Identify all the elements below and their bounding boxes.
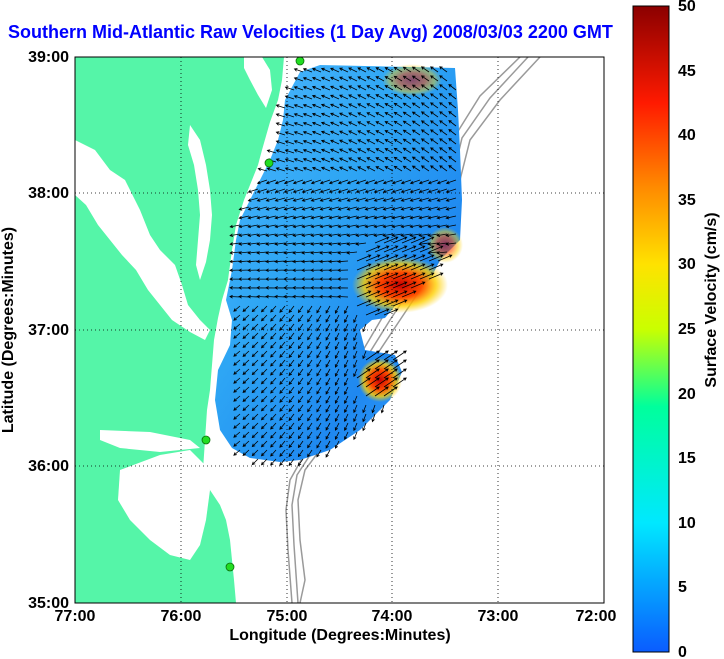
colorbar-tick-label: 40 — [678, 127, 696, 144]
x-tick-label: 77:00 — [55, 608, 96, 625]
y-tick-label: 36:00 — [28, 458, 69, 475]
hotspot-east — [427, 227, 463, 263]
x-axis-ticks: 77:00 76:00 75:00 74:00 73:00 72:00 — [55, 608, 617, 625]
plot-frame — [74, 56, 605, 604]
y-tick-label: 38:00 — [28, 185, 69, 202]
x-tick-label: 74:00 — [372, 608, 413, 625]
colorbar-label: Surface Velocity (cm/s) — [703, 212, 720, 387]
colorbar-tick-label: 30 — [678, 256, 696, 273]
velocity-arrows — [229, 66, 457, 467]
albemarle-sound — [100, 430, 200, 452]
colorbar-tick-label: 5 — [678, 579, 687, 596]
colorbar-tick-label: 0 — [678, 644, 687, 659]
colorbar-tick-label: 20 — [678, 386, 696, 403]
colorbar-tick-label: 25 — [678, 321, 696, 338]
chesapeake-bay — [75, 140, 210, 340]
y-tick-label: 35:00 — [28, 595, 69, 612]
x-tick-label: 75:00 — [267, 608, 308, 625]
x-tick-label: 72:00 — [576, 608, 617, 625]
x-axis-label: Longitude (Degrees:Minutes) — [229, 627, 450, 644]
chesapeake-bay-upper — [188, 125, 212, 280]
hotspot-north — [382, 64, 442, 96]
map-title: Southern Mid-Atlantic Raw Velocities (1 … — [8, 22, 613, 42]
colorbar-tick-label: 15 — [678, 450, 696, 467]
radar-stations — [201, 57, 305, 572]
x-tick-label: 73:00 — [478, 608, 519, 625]
colorbar-tick-label: 35 — [678, 192, 696, 209]
colorbar-tick-label: 10 — [678, 515, 696, 532]
colorbar-ticks: 0 5 10 15 20 25 30 35 40 45 50 — [678, 0, 696, 659]
y-axis-label: Latitude (Degrees:Minutes) — [0, 227, 17, 433]
x-tick-label: 76:00 — [161, 608, 202, 625]
station-marker — [295, 57, 305, 66]
pamlico-sound — [118, 450, 210, 560]
colorbar-tick-label: 45 — [678, 63, 696, 80]
hotspot-south — [358, 358, 402, 402]
velocity-arrow-paths — [229, 66, 457, 467]
y-tick-label: 37:00 — [28, 322, 69, 339]
colorbar — [632, 5, 670, 653]
y-tick-label: 39:00 — [28, 49, 69, 66]
velocity-field — [215, 65, 462, 462]
colorbar-tick-label: 50 — [678, 0, 696, 15]
y-axis-ticks: 39:00 38:00 37:00 36:00 35:00 — [28, 49, 69, 612]
station-marker — [264, 158, 274, 168]
station-marker — [225, 562, 235, 572]
delaware-bay — [244, 57, 272, 108]
map-grid — [75, 57, 604, 603]
station-marker — [201, 435, 211, 445]
